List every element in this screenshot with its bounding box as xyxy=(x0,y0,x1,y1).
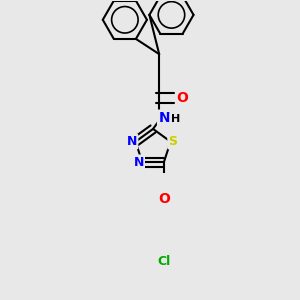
Text: O: O xyxy=(177,91,188,105)
Text: H: H xyxy=(170,114,180,124)
Text: N: N xyxy=(127,135,137,148)
Text: Cl: Cl xyxy=(157,255,170,268)
Text: O: O xyxy=(158,192,170,206)
Text: S: S xyxy=(169,135,178,148)
Text: N: N xyxy=(134,156,144,169)
Text: N: N xyxy=(158,111,170,125)
